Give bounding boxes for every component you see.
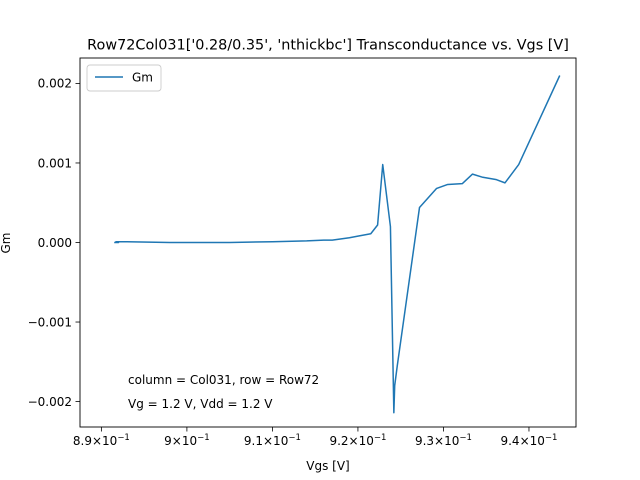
legend: Gm <box>86 64 162 92</box>
legend-label: Gm <box>132 71 153 85</box>
series-line-gm <box>114 75 561 414</box>
y-tick-label: −0.002 <box>28 395 72 409</box>
legend-box <box>86 64 162 92</box>
x-tick-label: 8.9×10−1 <box>73 433 130 448</box>
plot-series <box>114 75 561 414</box>
x-tick-label: 9.4×10−1 <box>500 433 557 448</box>
y-tick-label: 0.001 <box>38 156 72 170</box>
y-tick-label: 0.002 <box>38 77 72 91</box>
y-tick-label: 0.000 <box>38 236 72 250</box>
y-tick-label: −0.001 <box>28 315 72 329</box>
axes-frame <box>79 57 577 428</box>
chart-title: Row72Col031['0.28/0.35', 'nthickbc'] Tra… <box>87 38 569 54</box>
y-axis-label: Gm <box>0 233 13 254</box>
axis-ticks: 8.9×10−1 9×10−1 9.1×10−1 9.2×10−1 9.3×10−1 9.… <box>28 77 558 448</box>
x-tick-label: 9.3×10−1 <box>415 433 472 448</box>
x-tick-label: 9.1×10−1 <box>244 433 301 448</box>
annotation-voltages: Vg = 1.2 V, Vdd = 1.2 V <box>128 397 273 411</box>
x-axis-label: Vgs [V] <box>306 459 349 473</box>
annotation-location: column = Col031, row = Row72 <box>128 373 319 387</box>
x-tick-label: 9×10−1 <box>164 433 210 448</box>
x-tick-label: 9.2×10−1 <box>329 433 386 448</box>
